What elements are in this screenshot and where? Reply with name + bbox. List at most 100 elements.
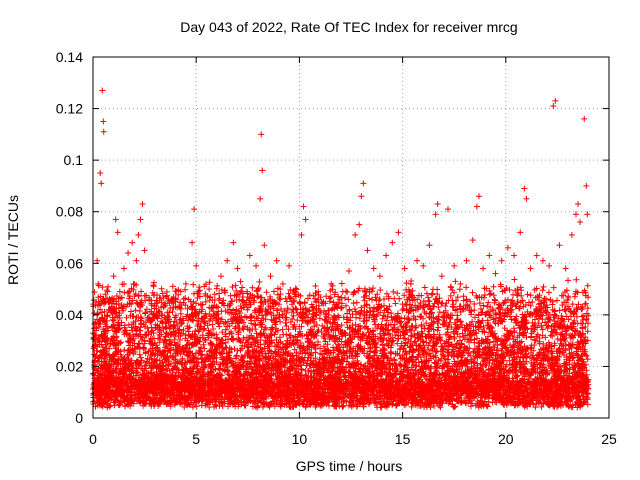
data-point: [550, 102, 557, 109]
data-point: [211, 291, 218, 298]
data-point: [133, 257, 140, 264]
data-point: [176, 317, 183, 324]
data-point: [434, 200, 441, 207]
data-point: [527, 265, 534, 272]
data-point: [145, 314, 152, 321]
chart-title: Day 043 of 2022, Rate Of TEC Index for r…: [180, 19, 517, 35]
data-point: [517, 229, 524, 236]
data-point: [94, 257, 101, 264]
data-point: [438, 273, 445, 280]
data-point: [533, 252, 540, 259]
y-axis-ticks: 0 0.02 0.04 0.06 0.08 0.1 0.12 0.14: [56, 49, 609, 426]
y-tick-label: 0.06: [56, 255, 83, 271]
data-point: [240, 298, 247, 305]
x-tick-label: 25: [601, 431, 617, 447]
data-point: [98, 180, 105, 187]
data-point: [279, 280, 286, 287]
y-axis-label: ROTI / TECUs: [5, 195, 21, 285]
data-point: [360, 180, 367, 187]
data-point: [480, 265, 487, 272]
data-point: [298, 231, 305, 238]
data-point: [292, 288, 299, 295]
data-point: [120, 265, 127, 272]
data-point: [376, 273, 383, 280]
data-point: [463, 257, 470, 264]
data-point: [523, 195, 530, 202]
plot-frame: [92, 56, 610, 419]
x-tick-label: 5: [192, 431, 200, 447]
data-point: [170, 298, 177, 305]
data-point: [158, 327, 165, 334]
data-point: [93, 298, 100, 305]
x-tick-label: 20: [498, 431, 514, 447]
data-point: [230, 239, 237, 246]
data-point: [95, 280, 102, 287]
data-point: [234, 265, 241, 272]
y-tick-label: 0.08: [56, 204, 83, 220]
data-point: [135, 231, 142, 238]
x-axis-ticks: 0 5 10 15 20 25: [89, 57, 617, 447]
data-point: [286, 262, 293, 269]
x-tick-label: 0: [89, 431, 97, 447]
data-point: [104, 335, 111, 342]
data-point: [521, 185, 528, 192]
data-points: [90, 87, 592, 411]
data-point: [370, 265, 377, 272]
data-point: [584, 211, 591, 218]
data-point: [364, 247, 371, 254]
data-point: [191, 206, 198, 213]
data-point: [432, 211, 439, 218]
dense-point-cloud: [90, 276, 592, 411]
data-point: [91, 384, 98, 391]
data-point: [345, 268, 352, 275]
data-point: [302, 216, 309, 223]
data-point: [473, 203, 480, 210]
data-point: [539, 257, 546, 264]
x-tick-label: 10: [292, 431, 308, 447]
data-point: [189, 239, 196, 246]
data-point: [395, 229, 402, 236]
data-point: [504, 244, 511, 251]
data-point: [112, 216, 119, 223]
data-point: [407, 280, 414, 287]
data-point: [475, 193, 482, 200]
data-point: [182, 280, 189, 287]
data-point: [356, 221, 363, 228]
data-point: [575, 200, 582, 207]
y-tick-label: 0.02: [56, 358, 83, 374]
data-point: [327, 319, 334, 326]
data-point: [273, 257, 280, 264]
data-point: [562, 265, 569, 272]
x-tick-label: 15: [395, 431, 411, 447]
data-point: [352, 231, 359, 238]
data-point: [420, 262, 427, 269]
data-point: [426, 242, 433, 249]
data-point: [451, 262, 458, 269]
data-point: [583, 182, 590, 189]
data-point: [246, 252, 253, 259]
data-point: [314, 360, 321, 367]
data-point: [552, 97, 559, 104]
data-point: [97, 170, 104, 177]
data-point: [568, 231, 575, 238]
data-point: [199, 301, 206, 308]
data-point: [492, 270, 499, 277]
data-point: [546, 262, 553, 269]
data-point: [581, 115, 588, 122]
data-point: [572, 211, 579, 218]
data-point: [257, 195, 264, 202]
data-point: [261, 242, 268, 249]
data-point: [300, 203, 307, 210]
data-point: [151, 340, 158, 347]
data-point: [556, 242, 563, 249]
data-point: [511, 252, 518, 259]
y-tick-label: 0.12: [56, 101, 83, 117]
data-point: [486, 252, 493, 259]
data-point: [333, 301, 340, 308]
data-point: [383, 252, 390, 259]
data-point: [389, 239, 396, 246]
data-point: [267, 273, 274, 280]
data-point: [217, 273, 224, 280]
data-point: [457, 280, 464, 287]
